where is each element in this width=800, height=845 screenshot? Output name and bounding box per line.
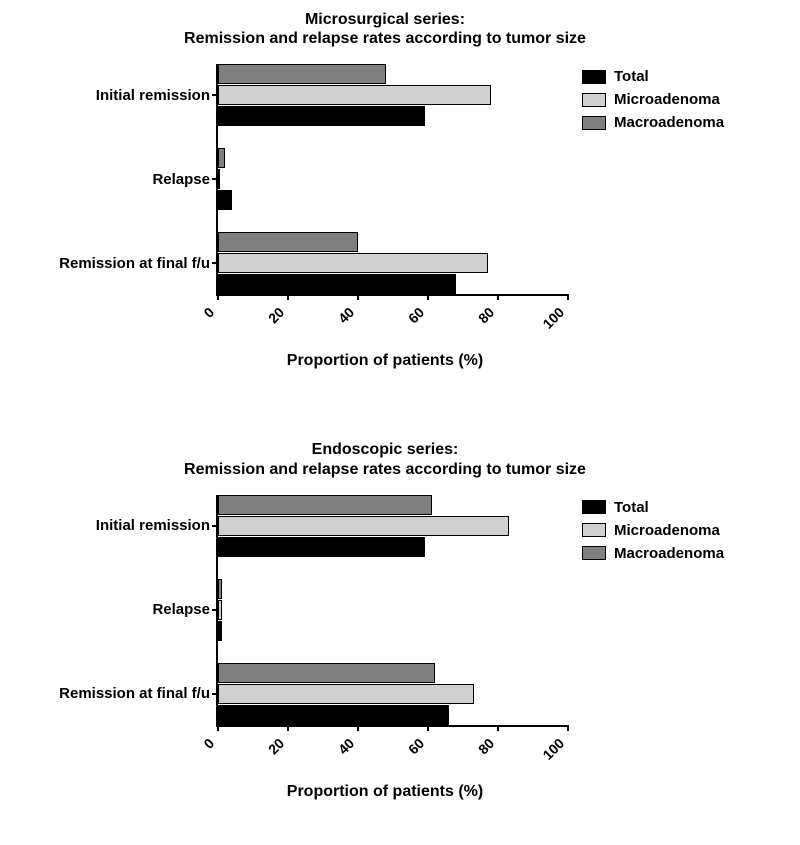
y-tick: [212, 609, 218, 611]
x-tick-label: 20: [276, 293, 298, 315]
x-tick-label: 60: [416, 724, 438, 746]
y-tick: [212, 693, 218, 695]
bar-macro: [218, 232, 358, 252]
x-axis-labels: 020406080100: [210, 727, 560, 783]
chart-title: Endoscopic series: Remission and relapse…: [150, 440, 620, 478]
legend-item-total: Total: [582, 499, 724, 516]
chart-endo: Endoscopic series: Remission and relapse…: [30, 440, 800, 800]
bar-total: [218, 106, 425, 126]
bar-microad: [218, 169, 220, 189]
legend-label: Total: [614, 499, 649, 516]
legend: Total Microadenoma Macroadenoma: [568, 64, 724, 131]
category-label: Remission at final f/u: [59, 684, 210, 704]
bar-total: [218, 274, 456, 294]
legend-swatch: [582, 523, 606, 537]
legend-label: Macroadenoma: [614, 114, 724, 131]
legend-item-macro: Macroadenoma: [582, 114, 724, 131]
x-tick-label: 20: [276, 724, 298, 746]
category-label: Relapse: [152, 169, 210, 189]
bar-macro: [218, 663, 435, 683]
legend-swatch: [582, 93, 606, 107]
x-tick-label: 60: [416, 293, 438, 315]
bar-macro: [218, 495, 432, 515]
x-tick-label: 0: [206, 729, 223, 746]
bar-total: [218, 621, 222, 641]
bar-total: [218, 190, 232, 210]
bar-microad: [218, 85, 491, 105]
bar-microad: [218, 684, 474, 704]
legend-swatch: [582, 500, 606, 514]
category-label: Initial remission: [96, 85, 210, 105]
bar-macro: [218, 64, 386, 84]
legend-swatch: [582, 116, 606, 130]
legend-item-microad: Microadenoma: [582, 522, 724, 539]
category-label: Relapse: [152, 600, 210, 620]
bar-microad: [218, 600, 222, 620]
y-tick: [212, 525, 218, 527]
legend-label: Microadenoma: [614, 91, 720, 108]
bar-microad: [218, 516, 509, 536]
legend-item-microad: Microadenoma: [582, 91, 724, 108]
legend-item-macro: Macroadenoma: [582, 545, 724, 562]
category-label: Initial remission: [96, 516, 210, 536]
x-tick-label: 80: [486, 293, 508, 315]
x-axis-title: Proportion of patients (%): [210, 783, 560, 801]
bar-macro: [218, 148, 225, 168]
legend-item-total: Total: [582, 68, 724, 85]
legend: Total Microadenoma Macroadenoma: [568, 495, 724, 562]
y-axis-labels: Initial remission Relapse Remission at fin…: [30, 64, 216, 294]
y-tick: [212, 178, 218, 180]
chart-micro: Microsurgical series: Remission and rela…: [30, 10, 800, 370]
bar-total: [218, 705, 449, 725]
y-axis-labels: Initial remission Relapse Remission at fin…: [30, 495, 216, 725]
bar-microad: [218, 253, 488, 273]
x-axis-labels: 020406080100: [210, 296, 560, 352]
y-tick: [212, 94, 218, 96]
legend-label: Total: [614, 68, 649, 85]
legend-swatch: [582, 70, 606, 84]
x-tick-label: 40: [346, 724, 368, 746]
legend-swatch: [582, 546, 606, 560]
category-label: Remission at final f/u: [59, 253, 210, 273]
legend-label: Macroadenoma: [614, 545, 724, 562]
x-tick-label: 80: [486, 724, 508, 746]
chart-title: Microsurgical series: Remission and rela…: [150, 10, 620, 48]
x-tick-label: 40: [346, 293, 368, 315]
legend-label: Microadenoma: [614, 522, 720, 539]
x-axis-title: Proportion of patients (%): [210, 352, 560, 370]
y-tick: [212, 262, 218, 264]
bar-total: [218, 537, 425, 557]
bar-macro: [218, 579, 222, 599]
plot-area: [216, 495, 568, 727]
x-tick-label: 0: [206, 299, 223, 316]
plot-area: [216, 64, 568, 296]
